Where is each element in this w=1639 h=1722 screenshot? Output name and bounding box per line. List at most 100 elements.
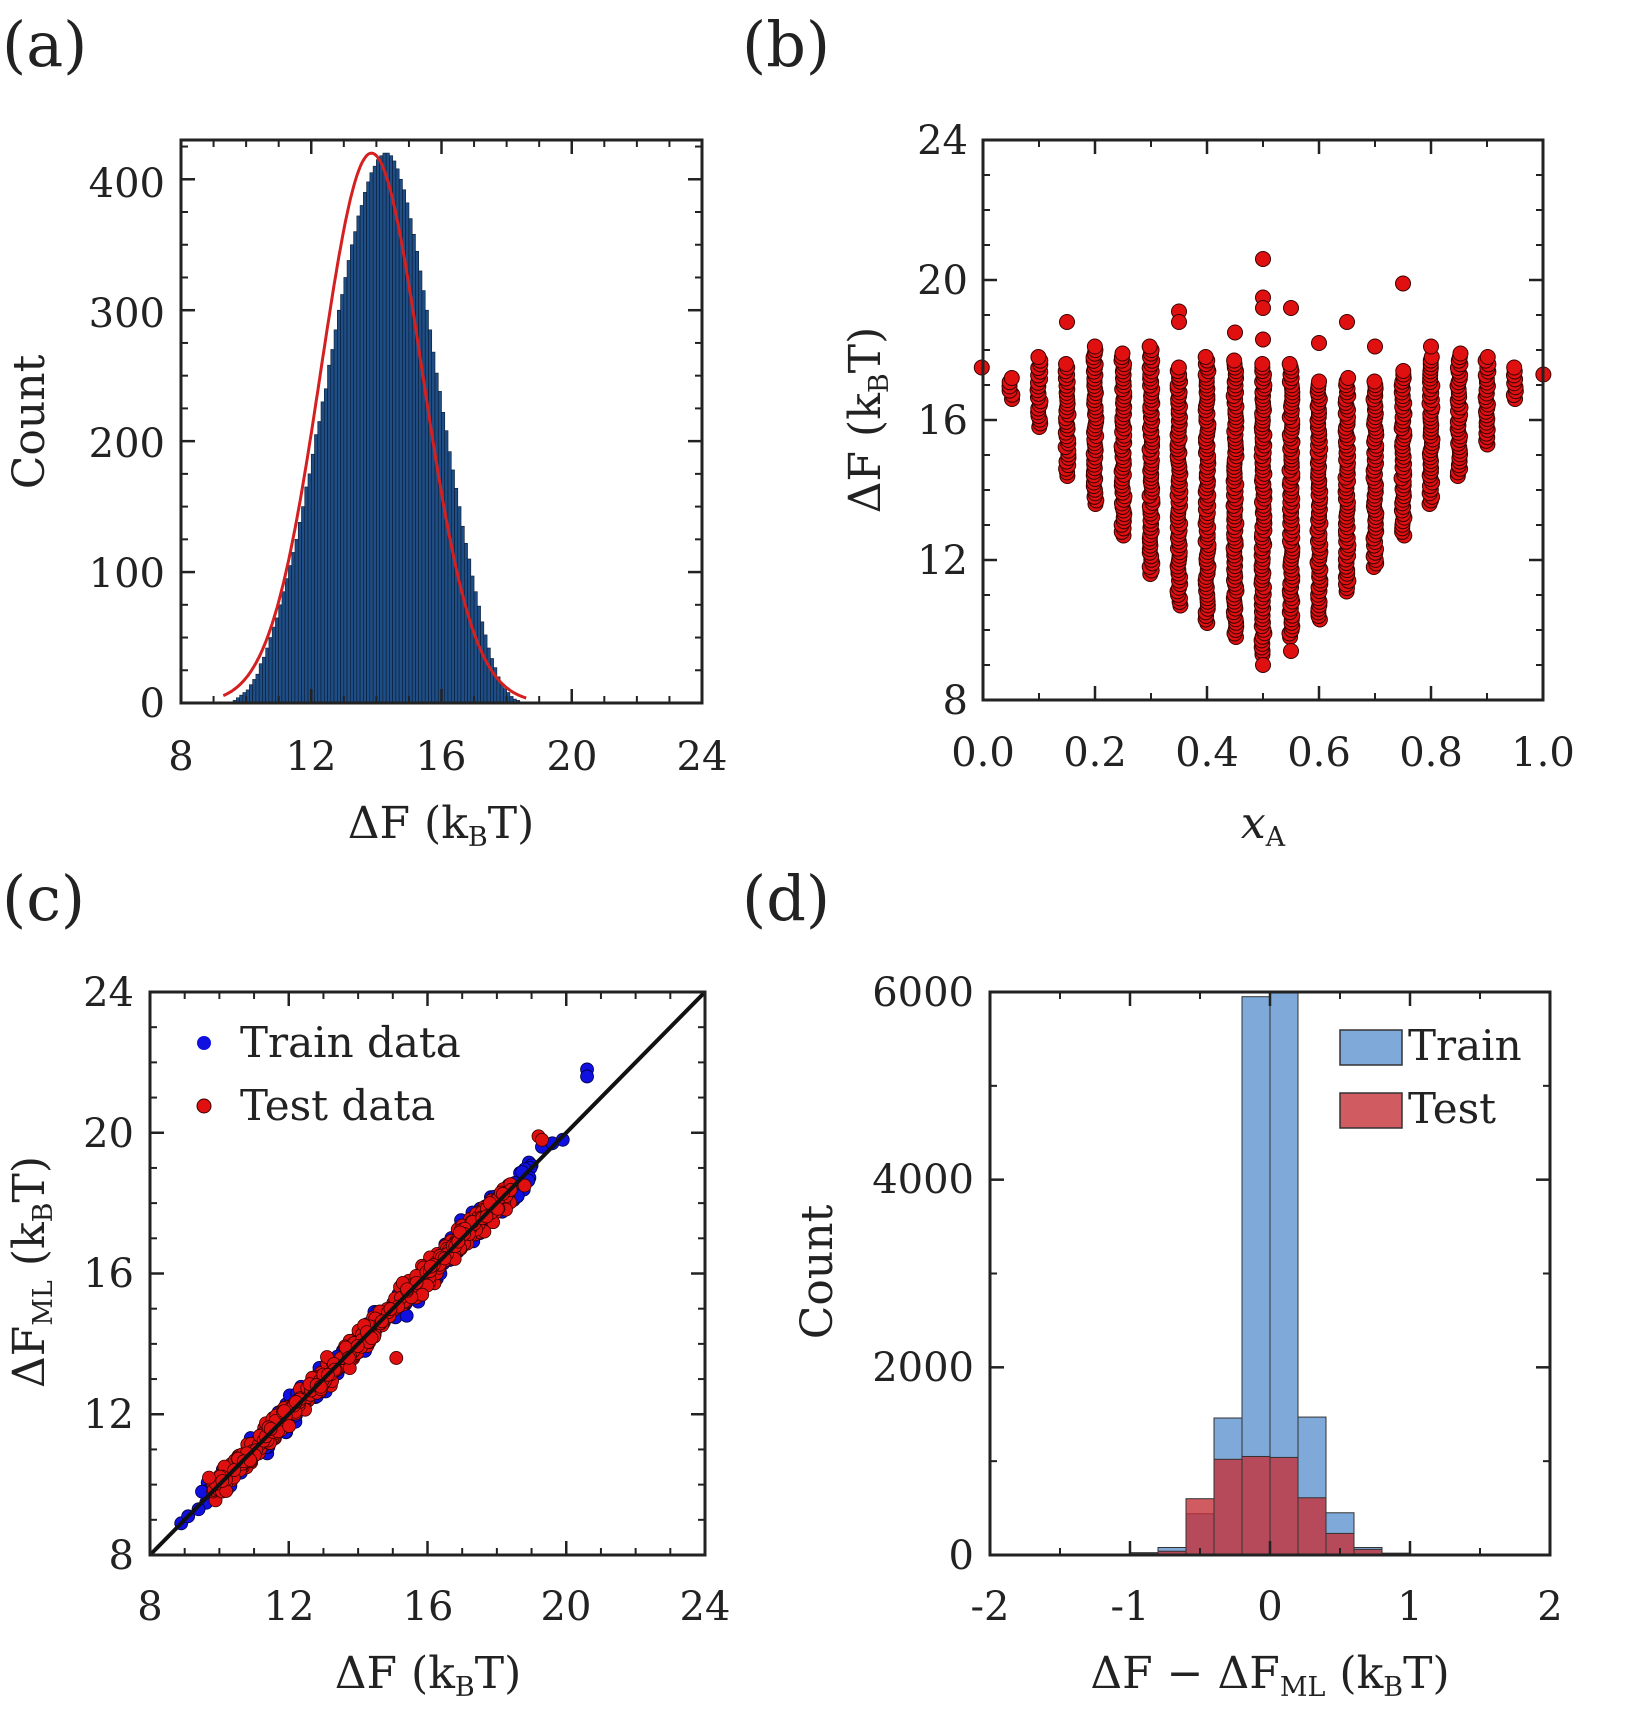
panel-d-ytick-labels: 0 2000 4000 6000 xyxy=(872,970,974,1579)
panel-d-ytick: 6000 xyxy=(872,970,974,1016)
panel-a-ytick: 100 xyxy=(89,551,165,597)
panel-d-xtick: -1 xyxy=(1111,1584,1150,1630)
panel-a-bar xyxy=(437,391,442,704)
legend-train-swatch xyxy=(1339,1029,1403,1066)
panel-d-test-bar xyxy=(1213,1458,1243,1556)
panel-a-bar xyxy=(288,565,293,704)
panel-a-bar xyxy=(480,621,485,704)
panel-a-bar xyxy=(376,159,380,704)
panel-b-xtick: 0.0 xyxy=(951,730,1015,776)
panel-c-ticks xyxy=(148,990,707,1557)
panel-c-legend: Train data Test data xyxy=(196,1018,461,1130)
panel-a-bar xyxy=(310,453,315,704)
panel-b-point xyxy=(1254,356,1271,372)
panel-a-bar xyxy=(314,434,319,704)
panel-b: (b) 8 12 16 20 24 0.0 0.2 0.4 0.6 0.8 1.… xyxy=(742,8,1575,853)
panel-b-point xyxy=(1255,331,1271,348)
panel-b-xtick-labels: 0.0 0.2 0.4 0.6 0.8 1.0 xyxy=(951,730,1575,776)
panel-a-xtick: 20 xyxy=(547,734,598,780)
panel-b-point xyxy=(1281,356,1298,372)
panel-b-point xyxy=(1170,359,1187,376)
panel-a-bar xyxy=(327,364,332,704)
panel-b-point xyxy=(1227,324,1243,341)
panel-b-ticks xyxy=(981,138,1545,702)
panel-b-point xyxy=(1141,338,1158,355)
panel-c-ytick: 12 xyxy=(83,1392,134,1438)
panel-d-test-bar xyxy=(1185,1498,1215,1556)
panel-b-point xyxy=(1226,352,1243,369)
panel-b-point xyxy=(1311,373,1328,390)
panel-c-xtick: 24 xyxy=(680,1584,731,1630)
panel-b-point xyxy=(1197,349,1214,365)
panel-b-xtick: 1.0 xyxy=(1511,730,1575,776)
panel-b-point xyxy=(1311,335,1327,351)
panel-a-bar xyxy=(467,558,472,704)
panel-c-xtick: 16 xyxy=(403,1584,454,1630)
panel-a-bar xyxy=(379,155,384,704)
panel-a-bar xyxy=(398,178,403,704)
panel-b-point xyxy=(1086,338,1103,355)
panel-b-point xyxy=(1030,349,1047,365)
panel-a-bar xyxy=(323,388,328,704)
panel-b-point xyxy=(1255,300,1271,316)
panel-a-xlabel: ΔF (kBT) xyxy=(348,798,534,853)
legend-test-marker xyxy=(196,1098,212,1114)
panel-c-label: (c) xyxy=(2,862,85,935)
panel-a-bar xyxy=(297,522,302,704)
panel-a-bar xyxy=(421,290,426,704)
panel-a-bar xyxy=(385,152,390,704)
panel-d-ticks xyxy=(988,990,1552,1557)
panel-a-xtick: 12 xyxy=(286,734,337,780)
panel-c-ytick: 24 xyxy=(83,970,134,1016)
panel-b-point xyxy=(1366,373,1383,390)
panel-a-ytick-labels: 0 100 200 300 400 xyxy=(89,161,165,727)
panel-a-xtick-labels: 8 12 16 20 24 xyxy=(168,734,727,780)
panel-a-bar xyxy=(369,172,374,704)
panel-a-bar xyxy=(249,684,253,704)
panel-a-bar xyxy=(470,575,475,704)
panel-a-bar xyxy=(304,486,309,704)
panel-a-bar xyxy=(382,152,387,704)
panel-a-bar xyxy=(490,658,494,704)
panel-b-point xyxy=(1171,314,1187,330)
panel-d-xtick: -2 xyxy=(971,1584,1010,1630)
panel-a-ytick: 300 xyxy=(89,291,165,337)
panel-a-ylabel: Count xyxy=(4,354,55,489)
panel-a-bar xyxy=(265,647,270,704)
panel-c-test-point xyxy=(423,1259,438,1274)
panel-a-bar xyxy=(268,637,273,704)
panel-a-bar xyxy=(463,542,468,704)
panel-a-xtick: 24 xyxy=(677,734,728,780)
panel-a-bar xyxy=(424,309,429,704)
panel-d-ytick: 0 xyxy=(949,1533,974,1579)
legend-train-marker xyxy=(197,1036,211,1050)
panel-b-point xyxy=(1452,345,1469,362)
panel-c-train-point xyxy=(191,1502,206,1517)
panel-b-xtick: 0.6 xyxy=(1287,730,1351,776)
panel-d-ytick: 2000 xyxy=(872,1345,974,1391)
panel-c-test-point xyxy=(535,1132,549,1147)
panel-b-point xyxy=(1395,275,1411,292)
panel-a-bar xyxy=(336,309,341,704)
panel-c-test-point xyxy=(389,1351,404,1365)
legend-test-label: Test data xyxy=(240,1081,435,1130)
panel-a-bar xyxy=(271,626,276,704)
panel-c-train-point xyxy=(555,1132,570,1147)
panel-a-bar xyxy=(255,673,260,704)
panel-a-bar xyxy=(307,473,312,704)
panel-a-bar xyxy=(415,250,420,704)
panel-c-test-point xyxy=(282,1419,297,1433)
panel-b-label: (b) xyxy=(742,8,830,81)
panel-a-bar xyxy=(447,451,452,704)
panel-a-bar xyxy=(366,181,371,704)
panel-a-xtick: 8 xyxy=(168,734,193,780)
panel-a-bar xyxy=(418,270,423,704)
panel-c-ytick-labels: 8 12 16 20 24 xyxy=(83,970,134,1579)
panel-c-xtick: 8 xyxy=(137,1584,162,1630)
panel-a-bar xyxy=(346,260,351,704)
panel-b-point xyxy=(1395,363,1412,379)
panel-c-xlabel: ΔF (kBT) xyxy=(335,1648,521,1703)
panel-a-bar xyxy=(343,277,348,704)
panel-a-bar xyxy=(353,231,358,704)
